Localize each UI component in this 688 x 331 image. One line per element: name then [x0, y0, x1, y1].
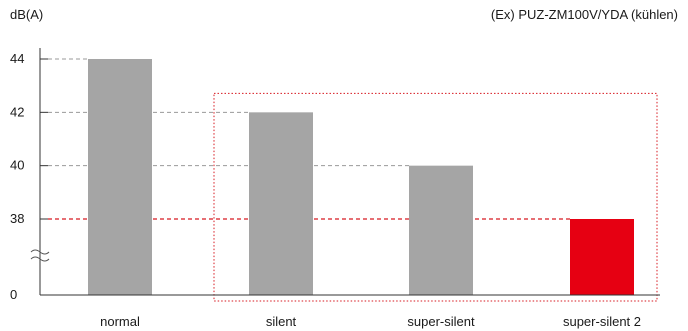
y-tick-label-0: 0	[10, 287, 17, 302]
x-tick-label-super-silent: super-silent	[407, 314, 475, 329]
model-label: (Ex) PUZ-ZM100V/YDA (kühlen)	[491, 7, 678, 22]
x-tick-label-super-silent-2: super-silent 2	[563, 314, 641, 329]
y-tick-label-42: 42	[10, 104, 24, 119]
y-tick-label-44: 44	[10, 51, 24, 66]
x-tick-label-normal: normal	[100, 314, 140, 329]
bar-silent	[249, 112, 313, 295]
bar-super-silent	[409, 165, 473, 295]
axis-break-mark	[30, 249, 50, 262]
y-tick-label-40: 40	[10, 158, 24, 173]
x-tick-label-silent: silent	[266, 314, 297, 329]
bar-super-silent-2	[570, 219, 634, 295]
y-tick-label-38: 38	[10, 211, 24, 226]
highlight-frame	[213, 92, 658, 302]
bar-normal	[88, 59, 152, 295]
y-axis-unit-label: dB(A)	[10, 7, 43, 22]
